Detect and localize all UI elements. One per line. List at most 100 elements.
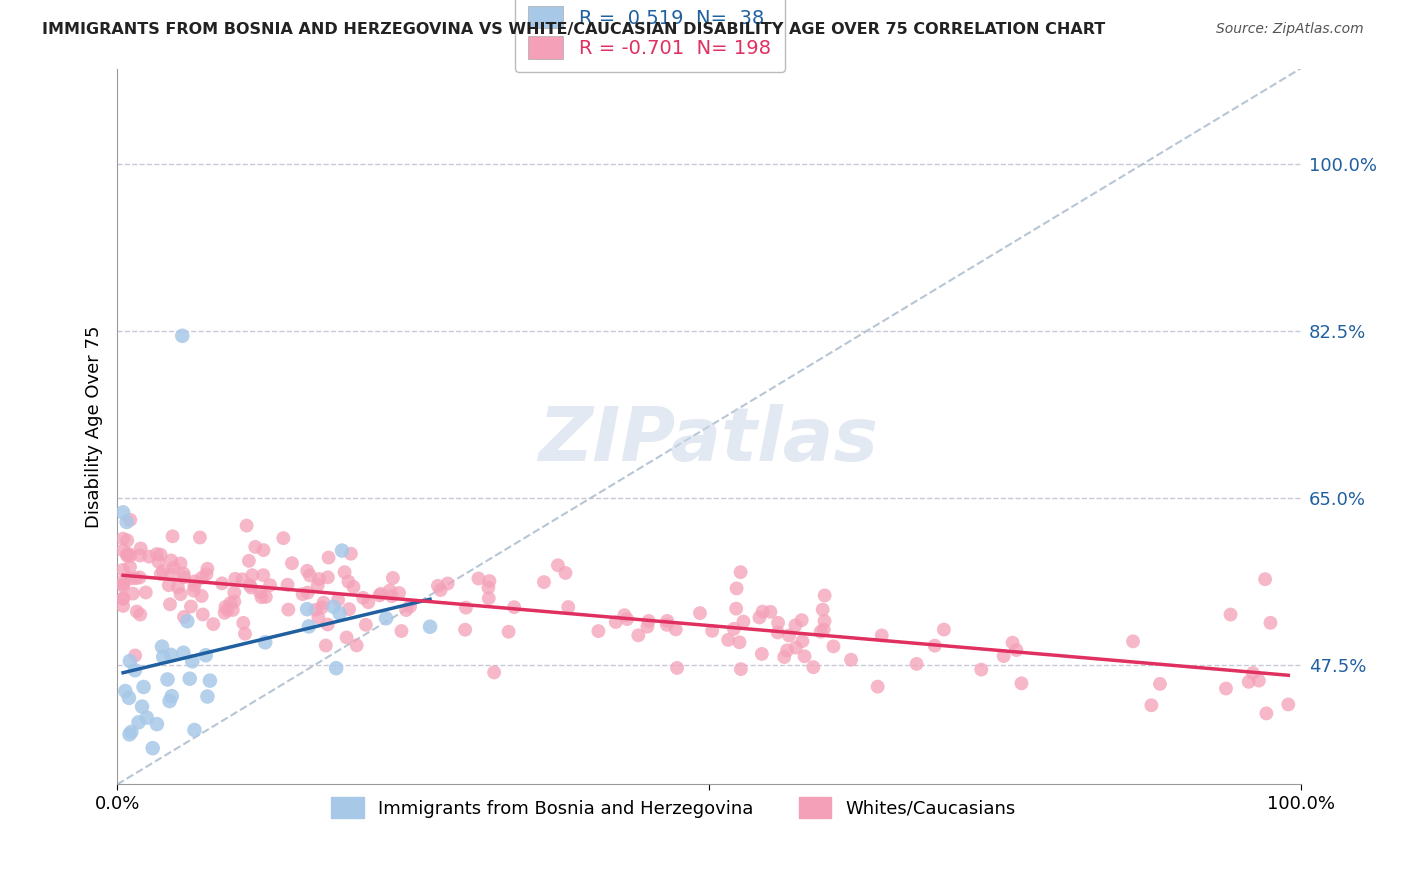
Point <box>145 547 167 561</box>
Point <box>342 580 364 594</box>
Point <box>191 607 214 622</box>
Point <box>112 543 135 558</box>
Point <box>547 558 569 573</box>
Point <box>142 741 165 756</box>
Point <box>298 568 321 582</box>
Point <box>657 614 679 628</box>
Point <box>114 684 136 698</box>
Point <box>970 663 993 677</box>
Point <box>190 589 212 603</box>
Point <box>146 717 169 731</box>
Point <box>785 618 807 632</box>
Point <box>325 661 347 675</box>
Point <box>152 564 174 578</box>
Point <box>866 680 889 694</box>
Point <box>159 694 181 708</box>
Point <box>276 578 298 592</box>
Point <box>637 614 659 628</box>
Point <box>307 578 329 592</box>
Point <box>337 574 360 589</box>
Point <box>167 580 190 594</box>
Point <box>176 614 198 628</box>
Point <box>429 583 451 598</box>
Point <box>297 564 319 578</box>
Point <box>281 556 304 570</box>
Point <box>381 589 404 603</box>
Point <box>214 606 236 620</box>
Point <box>823 640 845 654</box>
Point <box>905 657 928 671</box>
Point <box>311 600 333 615</box>
Point <box>149 548 172 562</box>
Point <box>1215 681 1237 696</box>
Point <box>120 513 142 527</box>
Point <box>125 605 148 619</box>
Point <box>195 567 218 582</box>
Point <box>717 632 740 647</box>
Point <box>112 577 135 591</box>
Point <box>149 566 172 581</box>
Point <box>333 565 356 579</box>
Point <box>723 622 745 636</box>
Point <box>194 648 217 663</box>
Point <box>112 591 135 606</box>
Point <box>160 648 183 662</box>
Point <box>173 566 195 581</box>
Point <box>814 589 837 603</box>
Point <box>839 653 862 667</box>
Point <box>811 602 834 616</box>
Point <box>346 639 368 653</box>
Point <box>426 579 449 593</box>
Point <box>120 549 142 563</box>
Point <box>115 515 138 529</box>
Point <box>169 557 191 571</box>
Y-axis label: Disability Age Over 75: Disability Age Over 75 <box>86 326 103 528</box>
Point <box>391 624 413 638</box>
Point <box>132 680 155 694</box>
Point <box>352 591 374 605</box>
Point <box>728 635 751 649</box>
Point <box>318 550 340 565</box>
Point <box>297 585 319 599</box>
Point <box>156 673 179 687</box>
Point <box>725 582 748 596</box>
Point <box>1122 634 1144 648</box>
Point <box>254 635 277 649</box>
Point <box>291 587 314 601</box>
Point <box>124 663 146 677</box>
Point <box>172 646 194 660</box>
Point <box>160 689 183 703</box>
Point <box>202 617 225 632</box>
Point <box>252 568 274 582</box>
Point <box>730 662 752 676</box>
Point <box>214 599 236 614</box>
Point <box>792 634 814 648</box>
Point <box>135 585 157 599</box>
Point <box>112 505 135 519</box>
Point <box>120 572 142 586</box>
Point <box>1001 636 1024 650</box>
Point <box>378 583 401 598</box>
Point <box>813 614 835 628</box>
Point <box>326 592 349 607</box>
Point <box>533 575 555 590</box>
Point <box>322 599 344 614</box>
Point <box>239 578 262 592</box>
Point <box>135 710 157 724</box>
Point <box>454 600 477 615</box>
Point <box>183 723 205 737</box>
Point <box>112 599 135 613</box>
Point <box>127 715 149 730</box>
Point <box>1011 676 1033 690</box>
Point <box>129 549 152 563</box>
Point <box>751 647 773 661</box>
Point <box>233 626 256 640</box>
Point <box>160 567 183 582</box>
Point <box>115 548 138 562</box>
Point <box>231 572 253 586</box>
Point <box>124 648 146 663</box>
Point <box>627 628 650 642</box>
Point <box>315 639 337 653</box>
Point <box>1140 698 1163 713</box>
Point <box>477 581 499 595</box>
